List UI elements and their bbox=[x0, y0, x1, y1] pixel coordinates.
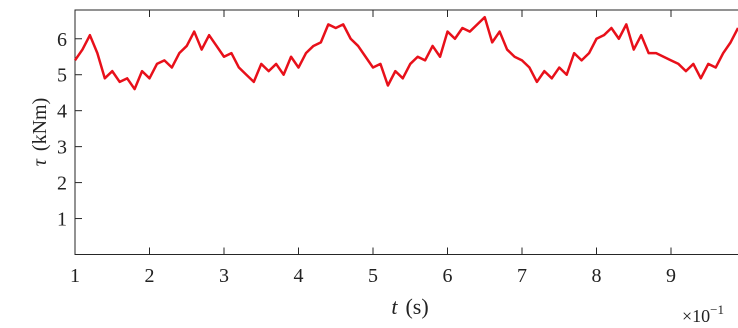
y-label-symbol: τ bbox=[29, 158, 51, 166]
x-tick-label: 8 bbox=[592, 265, 602, 287]
x-tick-label: 1 bbox=[70, 265, 80, 287]
y-tick-label: 1 bbox=[57, 209, 67, 231]
x-label-symbol: t bbox=[391, 294, 398, 319]
x-tick-label: 7 bbox=[517, 265, 527, 287]
x-axis-label: t (s) bbox=[391, 294, 428, 319]
x-multiplier-base: ×10 bbox=[682, 306, 710, 326]
y-axis-label: τ (kNm) bbox=[29, 98, 51, 167]
y-tick-label: 5 bbox=[57, 65, 67, 87]
y-tick-label: 3 bbox=[57, 137, 67, 159]
y-tick-label: 6 bbox=[57, 29, 67, 51]
x-tick-label: 5 bbox=[368, 265, 378, 287]
x-tick-label: 3 bbox=[219, 265, 229, 287]
x-tick-label: 9 bbox=[666, 265, 676, 287]
y-tick-label: 2 bbox=[57, 173, 67, 195]
x-tick-label: 4 bbox=[294, 265, 304, 287]
x-tick-label: 2 bbox=[145, 265, 155, 287]
plot-area bbox=[74, 9, 738, 255]
data-line bbox=[73, 15, 738, 91]
x-label-unit: (s) bbox=[405, 294, 428, 319]
y-label-unit: (kNm) bbox=[29, 98, 51, 151]
x-multiplier: ×10−1 bbox=[682, 302, 724, 326]
y-tick-label: 4 bbox=[57, 101, 67, 123]
x-multiplier-exponent: −1 bbox=[710, 302, 724, 317]
x-tick-label: 6 bbox=[443, 265, 453, 287]
